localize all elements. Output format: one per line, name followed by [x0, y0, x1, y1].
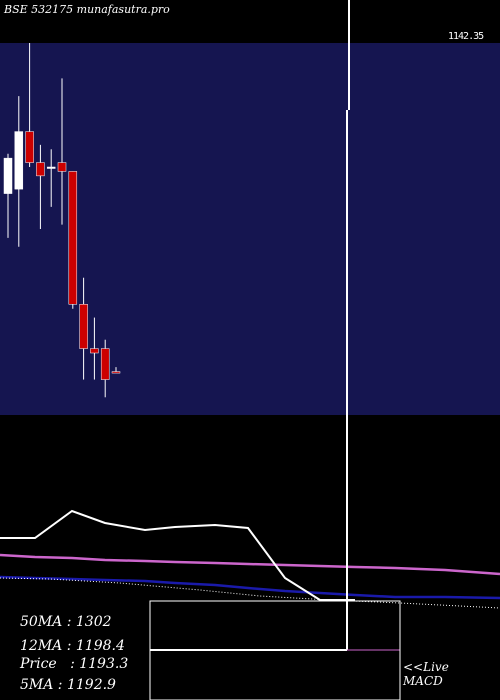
stat-ma12: 12MA : 1198.4: [20, 638, 125, 654]
macd-box: [149, 600, 401, 700]
ma-long-line: [0, 553, 500, 576]
live-line1: <<Live: [403, 660, 449, 674]
stat-ma50: 50MA : 1302: [20, 614, 112, 630]
candles-layer: [3, 43, 121, 398]
candle-body: [46, 166, 56, 169]
ma-short-line: [0, 509, 355, 601]
candle-body: [79, 304, 88, 349]
stat-price: Price : 1193.3: [20, 656, 129, 672]
candle-body: [90, 348, 99, 354]
candle-body: [111, 371, 121, 374]
candle-body: [68, 171, 78, 305]
live-macd-label: <<Live MACD: [403, 660, 449, 688]
indicator-layer: [0, 509, 500, 609]
candle-body: [25, 131, 34, 163]
price-tag: 1142.35: [448, 31, 484, 42]
ma-mid-line: [0, 575, 500, 600]
stat-ma5: 5MA : 1192.9: [20, 677, 116, 693]
chart-title: BSE 532175 munafasutra.pro: [4, 3, 170, 16]
candle-body: [100, 348, 110, 380]
live-line2: MACD: [403, 674, 443, 688]
candle-body: [3, 157, 13, 194]
candle-body: [14, 131, 24, 190]
signal-dotted-line: [0, 577, 500, 609]
candle-body: [57, 162, 67, 172]
candle-body: [36, 162, 45, 177]
